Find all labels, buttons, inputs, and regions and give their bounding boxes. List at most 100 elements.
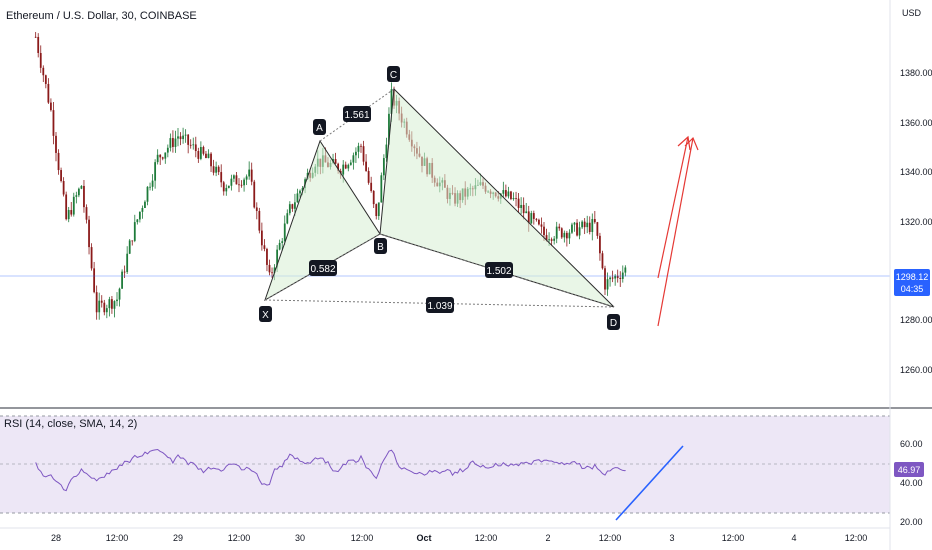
rsi-trendline	[615, 445, 684, 521]
time-tick: 12:00	[228, 533, 251, 543]
point-label-a[interactable]: A	[313, 119, 326, 135]
candle-body	[149, 186, 151, 188]
candle-body	[273, 267, 276, 273]
candle-body	[250, 169, 253, 182]
svg-text:0.582: 0.582	[310, 264, 335, 275]
candle-body	[245, 176, 248, 180]
candle-body	[34, 36, 37, 38]
candle-body	[85, 207, 88, 220]
svg-text:A: A	[316, 123, 323, 134]
candle-body	[182, 135, 184, 140]
candle-body	[548, 239, 550, 241]
time-axis[interactable]: 28 12:00 29 12:00 30 12:00 Oct 12:00 2 1…	[0, 527, 890, 543]
pattern-line-bd	[379, 233, 615, 308]
rsi-value-badge	[894, 462, 924, 477]
candle-body	[588, 222, 591, 232]
candle-body	[271, 272, 273, 274]
time-tick: 30	[295, 533, 305, 543]
candle-body	[133, 222, 136, 241]
candle-body	[100, 300, 103, 303]
candle-body	[126, 253, 129, 272]
candle-body	[88, 219, 90, 248]
svg-text:C: C	[390, 70, 397, 81]
candle-body	[571, 224, 573, 233]
candle-body	[357, 145, 360, 152]
candle-body	[47, 83, 50, 103]
candle-body	[299, 190, 301, 194]
time-tick: 4	[791, 533, 796, 543]
candle-body	[385, 144, 388, 159]
candle-body	[248, 169, 251, 177]
candle-body	[591, 219, 594, 232]
candle-body	[105, 308, 108, 313]
candle-body	[222, 182, 225, 192]
candle-body	[367, 170, 370, 183]
candle-body	[179, 136, 182, 140]
candle-body	[253, 181, 256, 208]
candle-body	[128, 240, 131, 254]
ratio-label-xd: 1.039	[426, 297, 454, 313]
candle-body	[390, 89, 393, 114]
candle-body	[288, 204, 291, 214]
rsi-indicator-label[interactable]: RSI (14, close, SMA, 14, 2)	[4, 418, 138, 430]
point-label-b[interactable]: B	[374, 238, 387, 254]
current-price-badge	[894, 269, 930, 296]
candle-body	[37, 36, 40, 54]
rsi-tick: 40.00	[900, 478, 923, 488]
candle-body	[121, 271, 123, 289]
candle-body	[225, 187, 228, 192]
ratio-label-xb: 0.582	[309, 260, 337, 276]
candle-body	[522, 204, 525, 214]
candle-body	[380, 175, 383, 203]
candle-body	[337, 163, 340, 171]
candle-body	[365, 161, 367, 171]
candle-body	[166, 147, 169, 153]
time-tick: 12:00	[599, 533, 622, 543]
point-label-d[interactable]: D	[607, 314, 620, 330]
time-tick: 12:00	[106, 533, 129, 543]
candle-body	[601, 253, 604, 269]
candle-body	[227, 185, 230, 188]
price-scale[interactable]: USD 1380.00 1360.00 1340.00 1320.00 1280…	[889, 0, 932, 550]
candle-body	[156, 154, 159, 163]
candle-body	[525, 211, 528, 214]
candle-body	[65, 194, 68, 220]
candle-body	[164, 152, 167, 159]
candle-body	[189, 144, 192, 146]
rsi-pane	[0, 415, 890, 521]
rsi-current-value: 46.97	[898, 465, 921, 475]
point-label-x[interactable]: X	[259, 306, 272, 322]
candle-body	[260, 230, 263, 246]
time-tick: 3	[669, 533, 674, 543]
candle-body	[159, 154, 162, 158]
candle-body	[266, 248, 268, 265]
candle-body	[67, 210, 70, 220]
candle-body	[138, 211, 141, 220]
candle-body	[609, 277, 611, 280]
candle-body	[352, 155, 355, 163]
candle-body	[103, 302, 106, 313]
candle-body	[507, 191, 510, 197]
candle-body	[169, 138, 172, 148]
candle-body	[581, 221, 584, 228]
candle-body	[334, 159, 337, 164]
candle-body	[230, 178, 233, 186]
candle-body	[263, 245, 266, 249]
candle-body	[205, 153, 207, 159]
candle-body	[342, 164, 345, 175]
candle-body	[573, 222, 576, 225]
candle-body	[512, 198, 515, 200]
candle-body	[98, 300, 101, 313]
candle-body	[212, 166, 215, 173]
svg-text:B: B	[377, 242, 384, 253]
candle-body	[118, 288, 121, 300]
ratio-label-ac: 1.561	[343, 106, 371, 122]
candle-body	[72, 196, 75, 215]
candle-body	[255, 207, 258, 211]
candle-body	[540, 224, 543, 227]
point-label-c[interactable]: C	[387, 66, 400, 82]
time-tick: 28	[51, 533, 61, 543]
candle-body	[347, 164, 350, 169]
candle-body	[136, 219, 139, 223]
